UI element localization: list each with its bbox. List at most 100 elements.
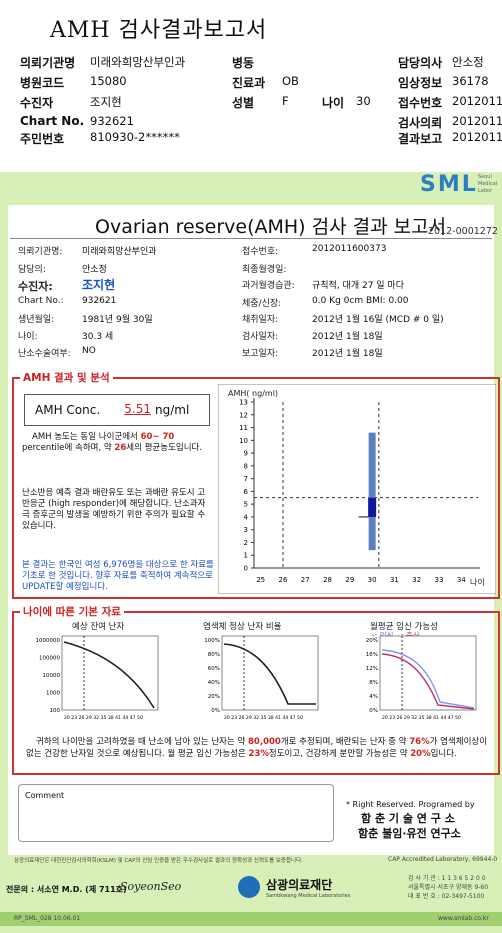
y-tick-label: 7 xyxy=(244,475,248,483)
header-value: 20120118 xyxy=(452,130,502,144)
amh-note-text: 본 결과는 한국인 여성 6,976명을 대상으로 한 자료를 기초로 한 것입… xyxy=(22,560,214,592)
header-value: 안소정 xyxy=(452,55,484,69)
field-value: 미래와희망산부인과 xyxy=(82,247,157,257)
small-x-labels: 20 23 26 29 32 35 38 41 44 47 50 xyxy=(224,715,303,721)
header-value: 36178 xyxy=(452,74,489,88)
x-tick-label: 27 xyxy=(301,576,310,584)
header-label: 의뢰기관명 xyxy=(20,56,76,70)
y-tick-label: 1 xyxy=(244,552,248,560)
c3-chart: 20% 16% 12% 8% 4% 0% 20 23 26 29 32 35 38 41 4… xyxy=(366,635,477,721)
divider xyxy=(10,238,492,239)
small-chart-frame xyxy=(379,635,477,711)
amh-conc-box: AMH Conc. 5.51 ng/ml xyxy=(24,394,210,426)
field-value: 규칙적, 대개 27 일 마다 xyxy=(312,281,404,291)
small-y-label: 40% xyxy=(208,680,220,686)
small-y-label: 100 xyxy=(50,708,61,714)
cap-text: CAP Accredited Laboratory, 69944-0 xyxy=(388,856,498,863)
small-x-labels: 20 23 26 29 32 35 38 41 44 47 50 xyxy=(382,715,461,721)
field-label: 의뢰기관명: xyxy=(18,247,63,257)
x-tick-label: 25 xyxy=(256,576,265,584)
form-code: RP_SML_028 10.06.01 xyxy=(14,915,81,922)
field-value: 2012011600373 xyxy=(312,244,387,254)
small-y-label: 20% xyxy=(366,638,378,644)
small-y-label: 1000000 xyxy=(36,638,61,644)
field-label: 담당의: xyxy=(18,265,46,275)
x-tick-label: 32 xyxy=(412,576,421,584)
c3-title: 월평균 임신 가능성 xyxy=(370,622,438,632)
small-chart-frame xyxy=(221,635,319,711)
x-tick-label: 31 xyxy=(390,576,399,584)
report-title: Ovarian reserve(AMH) 검사 결과 보고서 xyxy=(95,216,447,238)
field-label: 난소수술여부: xyxy=(18,349,71,359)
field-label: Chart No.: xyxy=(18,296,64,306)
field-label: 생년월일: xyxy=(18,315,55,325)
foundation-en: Sambkwang Medical Laboratories xyxy=(266,893,351,899)
y-tick-label: 4 xyxy=(244,513,249,521)
comment-box: Comment xyxy=(18,784,334,842)
header-value: 15080 xyxy=(90,74,127,88)
field-value: 2012년 1월 18일 xyxy=(312,349,383,359)
header-label: 성별 xyxy=(232,96,255,110)
remaining-eggs-curve xyxy=(63,641,155,709)
header-label: 담당의사 xyxy=(398,56,443,70)
foundation-name: 삼광의료재단 xyxy=(266,878,333,892)
field-label: 체중/신장: xyxy=(242,299,282,309)
cert-text: 삼광의료재단은 대한진단검사의학회(KSLM) 및 CAP의 신임 인증을 받은… xyxy=(14,858,303,864)
header-value: 조지현 xyxy=(90,95,122,109)
header-label: Chart No. xyxy=(20,114,85,128)
field-label: 최종월경일: xyxy=(242,265,287,275)
page-title: AMH 검사결과보고서 xyxy=(50,18,268,43)
amh-section-box xyxy=(12,377,500,599)
small-y-label: 4% xyxy=(369,694,378,700)
small-chart-frame xyxy=(61,635,159,711)
amh-conc-label: AMH Conc. xyxy=(35,403,101,417)
y-tick-label: 12 xyxy=(239,411,248,419)
header-label: 병동 xyxy=(232,56,255,70)
header-row: 의뢰기관명 미래와희망산부인과 병동 담당의사 안소정 xyxy=(20,54,502,72)
doctor-name: 전문의 : 서소연 M.D. (제 711호) xyxy=(6,885,127,894)
rights-text: * Right Reserved. Programed by xyxy=(346,800,475,809)
footer-bar xyxy=(0,912,502,926)
header-row: Chart No. 932621 검사의뢰 20120116 xyxy=(20,114,502,132)
amh-conc-unit: ng/ml xyxy=(155,403,190,417)
header-label: 접수번호 xyxy=(398,96,443,110)
small-y-label: 1000 xyxy=(46,691,60,697)
header-value: OB xyxy=(282,74,299,88)
header-label: 수진자 xyxy=(20,96,54,110)
c2-title: 염색체 정상 난자 비율 xyxy=(203,622,282,632)
small-y-label: 20% xyxy=(208,694,220,700)
brand-logo: SML xyxy=(420,172,478,197)
y-tick-label: 13 xyxy=(239,399,248,407)
field-label: 수진자: xyxy=(18,280,53,293)
header-label: 진료과 xyxy=(232,76,266,90)
c2-chart: 100% 80% 60% 40% 20% 0% 20 23 26 29 32 35 38 4… xyxy=(204,635,319,721)
header-value: F xyxy=(282,94,289,108)
small-y-label: 0% xyxy=(369,708,378,714)
small-x-labels: 20 23 26 29 32 35 38 41 44 47 50 xyxy=(64,715,143,721)
field-value: 1981년 9월 30일 xyxy=(82,315,153,325)
small-y-label: 16% xyxy=(366,652,378,658)
field-value: 2012년 1월 16일 (MCD # 0 일) xyxy=(312,315,444,325)
header-row: 수진자 조지현 성별 F 나이 30 접수번호 20120116 xyxy=(20,94,502,112)
small-y-label: 10000 xyxy=(43,673,61,679)
field-value: 조지현 xyxy=(82,278,116,292)
doctor-signature: SoyeonSeo xyxy=(120,880,182,893)
web-url: www.smlab.co.kr xyxy=(438,915,489,922)
basic-section-box xyxy=(12,611,500,775)
birth-curve xyxy=(381,653,475,710)
field-label: 검사일자: xyxy=(242,332,279,342)
c1-title: 예상 잔여 난자 xyxy=(72,622,125,632)
box-range xyxy=(368,432,376,551)
amh-conc-value: 5.51 xyxy=(124,402,151,416)
header-label: 나이 xyxy=(322,96,345,110)
header-row: 주민번호 810930-2****** 결과보고 20120118 xyxy=(20,130,502,148)
field-label: 접수번호: xyxy=(242,247,279,257)
field-value: NO xyxy=(82,346,96,356)
y-tick-label: 2 xyxy=(244,539,248,547)
pregnancy-curve xyxy=(381,649,475,709)
chart-frame xyxy=(218,384,496,594)
y-tick-label: 11 xyxy=(239,424,248,432)
small-y-label: 8% xyxy=(369,680,378,686)
tel1: 검 사 기 관 : 1 1 3 6 5 2 0 0 xyxy=(408,875,486,882)
